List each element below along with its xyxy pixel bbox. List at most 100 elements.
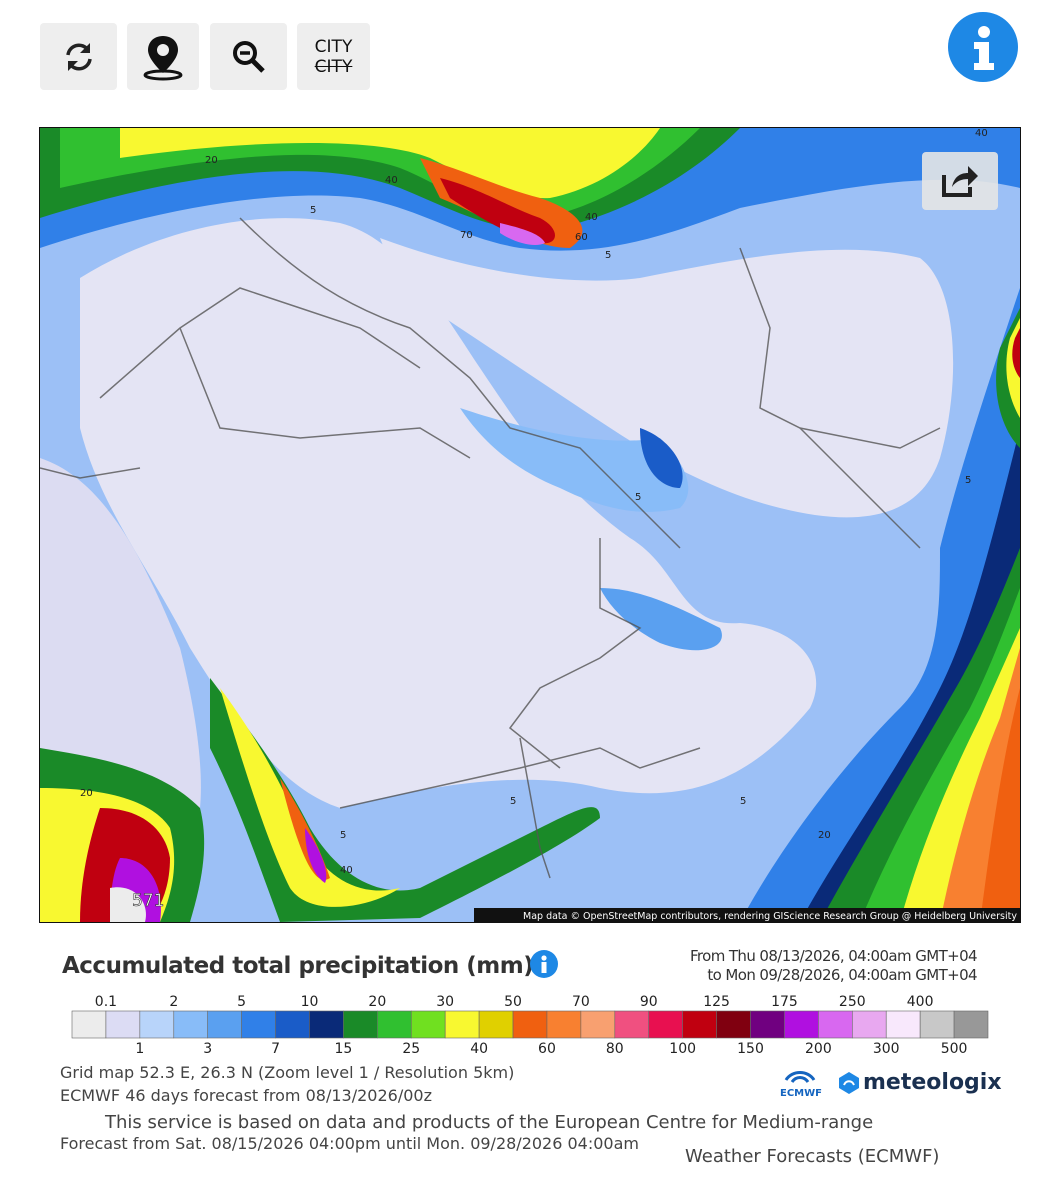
scale-swatch <box>478 1010 514 1039</box>
scale-label: 125 <box>703 994 730 1010</box>
scale-label: 0.1 <box>95 994 117 1010</box>
scale-label: 50 <box>504 994 522 1010</box>
zoom-out-button[interactable] <box>210 23 287 90</box>
scale-label: 2 <box>169 994 178 1010</box>
scale-label: 15 <box>334 1041 352 1057</box>
contour-label: 5 <box>340 830 346 841</box>
city-label: CITY <box>314 36 353 57</box>
scale-swatch <box>682 1010 717 1039</box>
legend-info-button[interactable] <box>530 950 560 980</box>
contour-label: 40 <box>340 865 353 876</box>
scale-swatch <box>410 1010 446 1039</box>
scale-swatch <box>750 1010 785 1039</box>
scale-swatch <box>885 1010 921 1039</box>
map-attribution: Map data © OpenStreetMap contributors, r… <box>523 911 1017 922</box>
scale-label: 200 <box>805 1041 832 1057</box>
model-info: ECMWF 46 days forecast from 08/13/2026/0… <box>60 1086 432 1105</box>
scale-swatch <box>818 1010 853 1039</box>
scale-swatch <box>105 1010 141 1039</box>
scale-label: 175 <box>771 994 798 1010</box>
contour-label: 20 <box>818 830 831 841</box>
scale-label: 70 <box>572 994 590 1010</box>
refresh-button[interactable] <box>40 23 117 90</box>
scale-swatch <box>444 1010 480 1039</box>
scale-label: 60 <box>538 1041 556 1057</box>
contour-label: 5 <box>510 796 516 807</box>
scale-label: 300 <box>873 1041 900 1057</box>
contour-label: 40 <box>385 175 398 186</box>
scale-swatch <box>377 1010 412 1039</box>
scale-label: 7 <box>271 1041 280 1057</box>
scale-label: 10 <box>301 994 319 1010</box>
zoom-out-icon <box>232 40 265 73</box>
scale-label: 400 <box>907 994 934 1010</box>
meteologix-text: meteologix <box>863 1070 1002 1095</box>
map: 20 40 70 40 60 5 5 40 5 5 5 5 20 5 40 20 571 Map data © … <box>39 127 1021 923</box>
scale-swatch <box>614 1010 650 1039</box>
scale-label: 80 <box>606 1041 624 1057</box>
location-icon <box>143 35 183 80</box>
scale-swatch <box>580 1010 616 1039</box>
scale-swatch <box>275 1010 310 1039</box>
service-line-2: Weather Forecasts (ECMWF) <box>685 1146 940 1167</box>
contour-label: 5 <box>965 475 971 486</box>
period-to: to Mon 09/28/2026, 04:00am GMT+04 <box>707 966 977 984</box>
scale-label: 250 <box>839 994 866 1010</box>
refresh-icon <box>65 42 92 71</box>
scale-swatch <box>207 1010 242 1039</box>
info-button[interactable] <box>948 12 1020 84</box>
contour-label: 40 <box>975 128 988 139</box>
share-button[interactable] <box>922 152 998 210</box>
scale-swatch <box>716 1010 751 1039</box>
scale-label: 5 <box>237 994 246 1010</box>
contour-label: 571 <box>132 891 164 911</box>
service-line-1: This service is based on data and produc… <box>105 1112 874 1133</box>
scale-label: 40 <box>470 1041 488 1057</box>
period-from: From Thu 08/13/2026, 04:00am GMT+04 <box>689 947 978 965</box>
scale-swatch <box>173 1010 209 1039</box>
ecmwf-logo: ECMWF <box>780 1068 822 1099</box>
color-scale: 0.1 2 5 10 20 30 50 70 90 125 175 250 400 1 3 7 15 25 40 60… <box>0 990 1056 1060</box>
legend-period: From Thu 08/13/2026, 04:00am GMT+04 to M… <box>689 947 978 985</box>
contour-label: 20 <box>80 788 93 799</box>
scale-swatch <box>71 1010 107 1039</box>
scale-swatch <box>343 1010 378 1039</box>
scale-label: 500 <box>941 1041 968 1057</box>
city-toggle-button[interactable]: CITY CITY <box>297 23 370 90</box>
scale-label: 150 <box>737 1041 764 1057</box>
contour-label: 5 <box>310 205 316 216</box>
scale-label: 90 <box>640 994 658 1010</box>
scale-swatch <box>139 1010 175 1039</box>
map-canvas: 20 40 70 40 60 5 5 40 5 5 5 5 20 5 40 20 571 Map data © … <box>40 128 1020 922</box>
city-label-struck: CITY <box>314 56 353 77</box>
legend-title: Accumulated total precipitation (mm) <box>62 953 534 979</box>
meteologix-mark <box>839 1071 859 1094</box>
scale-label: 20 <box>368 994 386 1010</box>
ecmwf-text: ECMWF <box>780 1088 822 1099</box>
scale-swatch <box>648 1010 683 1039</box>
grid-map-info: Grid map 52.3 E, 26.3 N (Zoom level 1 / … <box>60 1063 515 1082</box>
share-icon <box>942 166 978 197</box>
scale-label: 25 <box>402 1041 420 1057</box>
scale-label: 1 <box>135 1041 144 1057</box>
scale-swatch <box>309 1010 344 1039</box>
contour-label: 5 <box>635 492 641 503</box>
location-button[interactable] <box>127 23 199 90</box>
contour-label: 60 <box>575 232 588 243</box>
contour-label: 5 <box>605 250 611 261</box>
contour-label: 20 <box>205 155 218 166</box>
scale-swatch <box>851 1010 887 1039</box>
scale-swatch <box>512 1010 548 1039</box>
attribution-bg <box>474 908 1020 922</box>
scale-swatch <box>784 1010 819 1039</box>
contour-label: 5 <box>740 796 746 807</box>
contour-label: 40 <box>585 212 598 223</box>
scale-swatch <box>919 1010 955 1039</box>
scale-swatch <box>546 1010 582 1039</box>
meteologix-logo: meteologix <box>838 1070 1002 1095</box>
scale-label: 100 <box>669 1041 696 1057</box>
ecmwf-mark <box>784 1071 816 1083</box>
scale-label: 3 <box>203 1041 212 1057</box>
